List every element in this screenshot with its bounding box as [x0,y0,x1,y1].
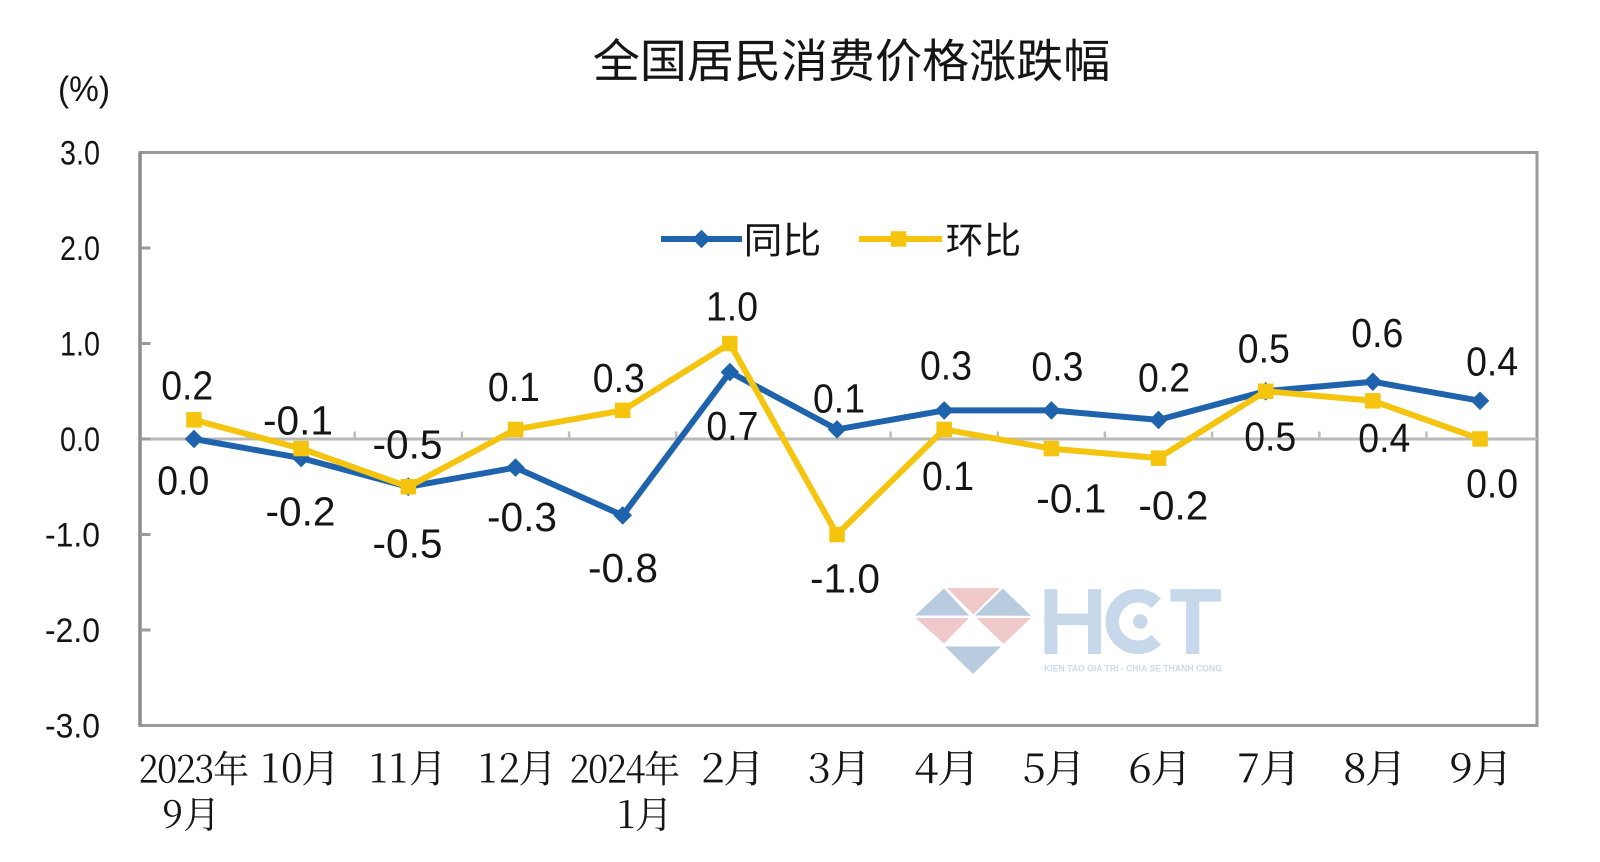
svg-text:0.2: 0.2 [161,363,213,409]
svg-text:3.0: 3.0 [60,134,100,172]
svg-text:0.3: 0.3 [1031,344,1083,390]
svg-text:-0.8: -0.8 [588,545,658,591]
svg-text:KIEN TAO GIA TRI - CHIA SE THA: KIEN TAO GIA TRI - CHIA SE THANH CONG [1044,664,1222,675]
svg-text:-3.0: -3.0 [45,707,100,745]
svg-text:0.0: 0.0 [1466,461,1518,507]
svg-text:0.1: 0.1 [922,453,974,499]
svg-text:0.0: 0.0 [157,458,209,504]
svg-text:-0.2: -0.2 [266,488,336,534]
svg-text:-1.0: -1.0 [45,516,100,554]
svg-text:0.3: 0.3 [593,355,645,401]
svg-text:1.0: 1.0 [60,325,100,363]
svg-text:0.1: 0.1 [813,375,865,421]
svg-text:0.3: 0.3 [920,342,972,388]
svg-text:-0.3: -0.3 [487,494,557,540]
svg-text:-0.1: -0.1 [263,397,333,443]
svg-text:-0.1: -0.1 [1036,476,1106,522]
svg-text:1.0: 1.0 [706,284,758,330]
svg-text:2.0: 2.0 [60,230,100,268]
svg-text:0.4: 0.4 [1466,338,1518,384]
svg-text:0.1: 0.1 [488,364,540,410]
svg-text:0.4: 0.4 [1358,415,1410,461]
svg-text:(%): (%) [58,70,110,109]
svg-text:-1.0: -1.0 [810,555,880,601]
svg-text:0.2: 0.2 [1138,354,1190,400]
svg-text:0.7: 0.7 [706,403,758,449]
svg-text:0.0: 0.0 [60,421,100,459]
svg-text:-0.5: -0.5 [373,422,443,468]
svg-text:0.5: 0.5 [1244,414,1296,460]
svg-text:0.5: 0.5 [1238,326,1290,372]
svg-text:-0.2: -0.2 [1138,482,1208,528]
svg-text:-0.5: -0.5 [373,520,443,566]
svg-text:0.6: 0.6 [1351,310,1403,356]
svg-text:-2.0: -2.0 [45,612,100,650]
